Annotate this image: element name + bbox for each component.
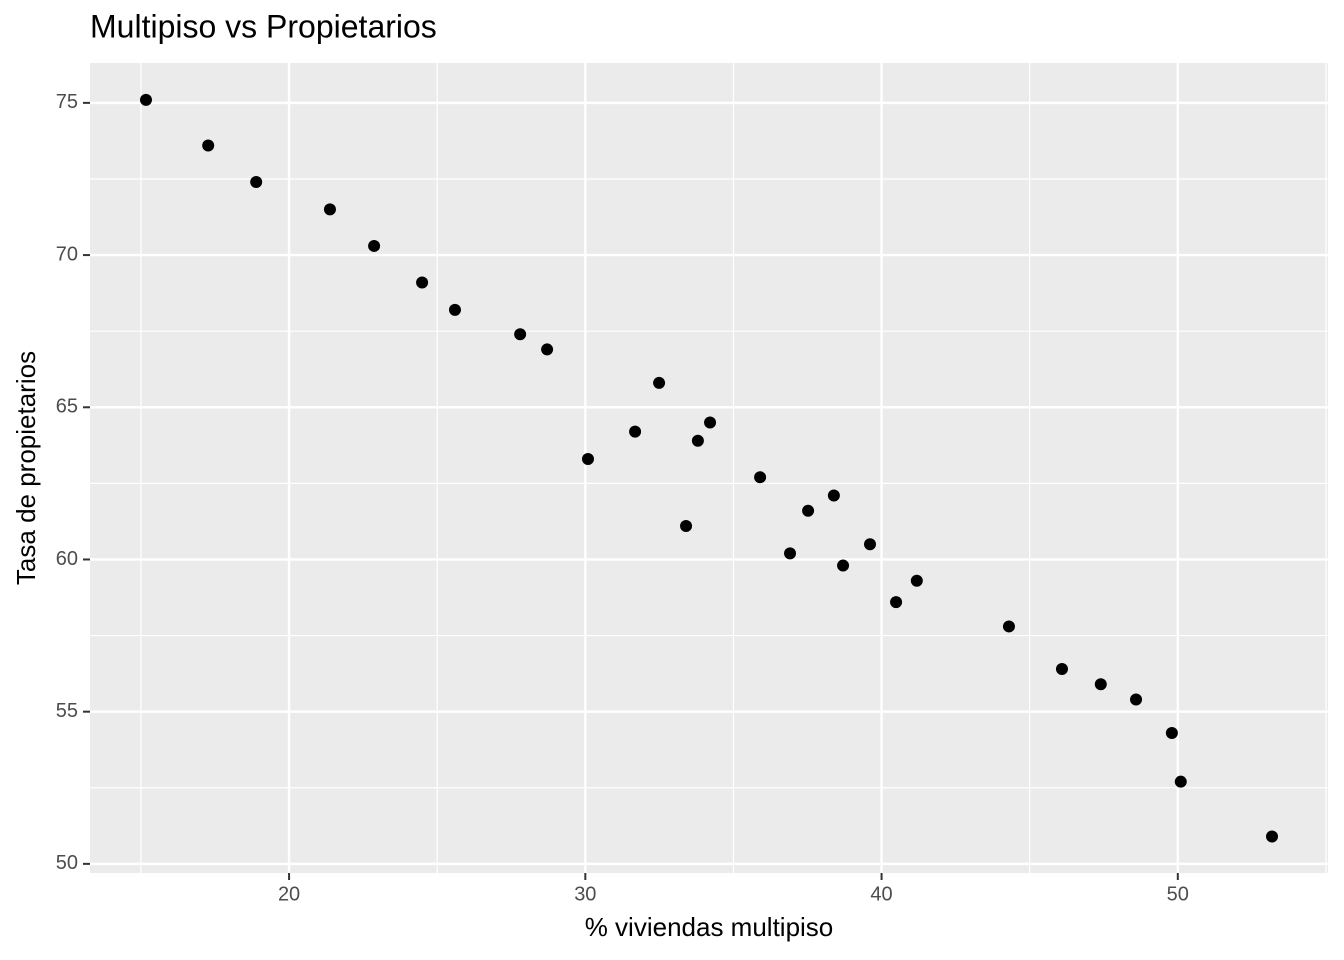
point (1266, 830, 1279, 843)
y-tick-label: 60 (56, 548, 78, 570)
point (541, 343, 554, 356)
x-tick-label: 30 (574, 883, 596, 905)
y-axis-label: Tasa de propietarios (11, 351, 41, 585)
x-axis-label: % viviendas multipiso (585, 912, 834, 942)
y-tick-label: 55 (56, 700, 78, 722)
point (704, 416, 717, 429)
point (250, 176, 263, 189)
y-tick-label: 50 (56, 852, 78, 874)
panel (90, 63, 1328, 873)
x-tick-label: 20 (278, 883, 300, 905)
point (754, 471, 767, 484)
x-tick-label: 50 (1167, 883, 1189, 905)
point (784, 547, 797, 560)
point (368, 239, 381, 252)
point (691, 434, 704, 447)
point (864, 538, 877, 551)
point (890, 596, 903, 609)
point (1094, 678, 1107, 691)
point (1174, 775, 1187, 788)
chart-title: Multipiso vs Propietarios (90, 8, 437, 44)
point (680, 519, 693, 532)
y-tick-label: 75 (56, 91, 78, 113)
x-tick-label: 40 (870, 883, 892, 905)
point (581, 453, 594, 466)
point (910, 574, 923, 587)
point (1055, 663, 1068, 676)
point (1130, 693, 1143, 706)
point (837, 559, 850, 572)
point (202, 139, 215, 152)
point (1165, 726, 1178, 739)
point (514, 328, 527, 341)
point (1002, 620, 1015, 633)
point (323, 203, 336, 216)
point (448, 303, 461, 316)
point (802, 504, 815, 517)
point (827, 489, 840, 502)
point (629, 425, 642, 438)
y-tick-label: 65 (56, 396, 78, 418)
point (653, 376, 666, 389)
point (416, 276, 429, 289)
y-tick-label: 70 (56, 243, 78, 265)
point (139, 93, 152, 106)
